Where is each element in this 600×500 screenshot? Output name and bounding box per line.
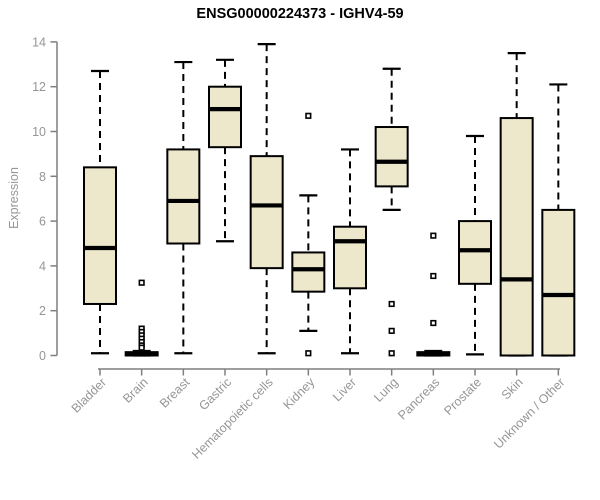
boxplot-skin [499,51,534,357]
x-category-label: Bladder [69,375,109,415]
outlier-point [430,232,437,239]
iqr-box [83,166,117,305]
x-category-label: Gastric [196,375,234,413]
boxplot-unknown-other [541,83,576,357]
boxplot-kidney [291,112,326,357]
x-category-label: Liver [330,375,359,404]
boxplot-gastric [208,58,243,243]
boxplot-bladder [83,69,117,355]
y-tick-label: 2 [39,304,46,318]
x-category-label: Skin [499,375,526,402]
boxplot-prostate [458,134,493,356]
outlier-point [430,272,437,280]
x-category-label: Hematopoietic cells [189,375,276,462]
outlier-point [138,344,145,351]
y-tick-label: 12 [32,80,46,94]
x-category-label: Kidney [281,375,318,412]
boxplot-liver [333,148,368,355]
iqr-box [499,117,534,357]
x-category-label: Brain [120,375,151,406]
outlier-point [388,327,395,334]
outlier-point [388,300,395,308]
x-category-label: Pancreas [395,375,442,422]
outlier-point [388,350,395,357]
x-category-label: Prostate [441,375,484,418]
iqr-box [291,251,326,293]
y-axis-label: Expression [7,167,21,229]
iqr-box [333,225,368,290]
y-tick-label: 4 [39,259,46,273]
iqr-box [458,220,493,285]
boxplot-brain [124,279,159,357]
x-category-label: Unknown / Other [491,375,567,451]
boxplot-lung [374,67,409,357]
y-tick-label: 14 [32,35,46,49]
boxplot-pancreas [416,232,451,357]
boxplot-hematopoietic-cells [249,43,284,355]
x-category-label: Lung [371,375,401,405]
iqr-box [249,155,284,270]
x-category-label: Breast [157,375,193,411]
boxplot-breast [166,60,201,355]
iqr-box [208,85,243,149]
outlier-point [305,112,312,119]
y-axis: 0 2 4 6 8 10 12 14 [32,35,58,363]
y-tick-label: 6 [39,215,46,229]
iqr-box [541,208,576,357]
y-tick-label: 10 [32,125,46,139]
outlier-point [138,279,145,286]
outlier-point [305,350,312,357]
iqr-box [374,126,409,188]
outlier-point [430,319,437,327]
iqr-box [166,148,201,245]
y-tick-label: 0 [39,349,46,363]
y-tick-label: 8 [39,170,46,184]
chart-title: ENSG00000224373 - IGHV4-59 [196,6,404,22]
